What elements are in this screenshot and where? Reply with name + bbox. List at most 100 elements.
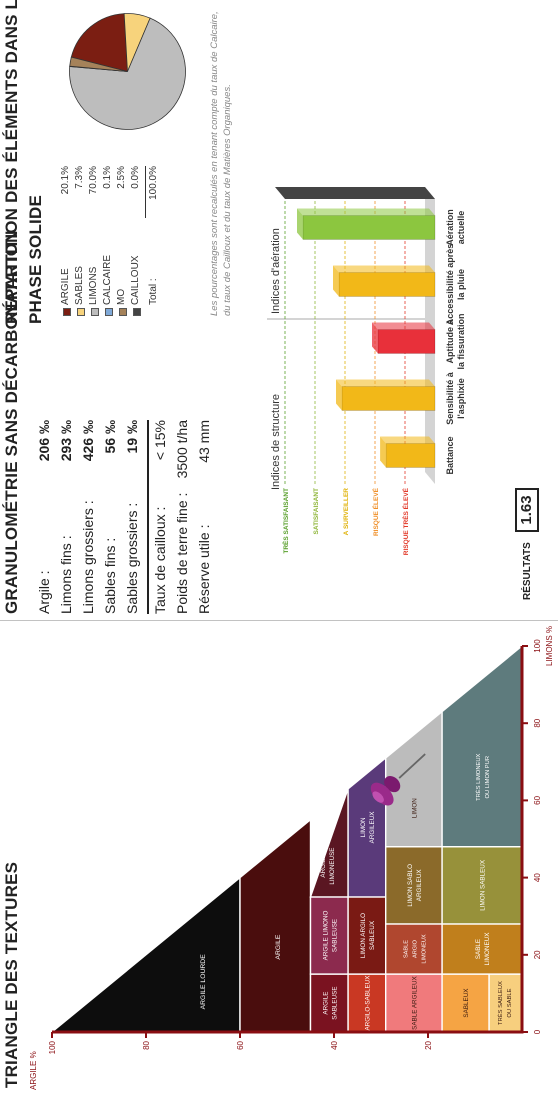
indices-aeration-label: Indices d'aération	[270, 228, 282, 314]
texture-region-tres-limoneux	[441, 644, 523, 848]
indices-bar	[338, 272, 436, 297]
legend-pct: 70.0%	[88, 166, 99, 195]
y-tick-label: 60	[236, 1040, 245, 1049]
texture-label-limon-argileux: LIMON ARGILEUX	[360, 811, 376, 844]
indices-category-label: Accessibilité aprèsla pluie	[445, 244, 466, 326]
granulometry-table: Argile : 206 ‰ Limons fins : 293 ‰ Limon…	[30, 420, 220, 614]
texture-region-argile	[239, 818, 312, 1033]
legend-item-cailloux: CAILLOUX 0.0%	[130, 166, 144, 316]
legend-name: CAILLOUX	[130, 255, 141, 305]
texture-label-tres-sableux: TRÈS SABLEUX OU SABLE	[497, 981, 513, 1025]
indices-bar-top	[297, 208, 303, 240]
legend-total-rule	[145, 166, 146, 218]
x-axis-label: LIMONS %	[545, 626, 554, 666]
chart-wall	[275, 187, 435, 199]
indices-bar	[377, 329, 436, 354]
column-divider	[0, 620, 558, 621]
indices-bar-top	[333, 265, 339, 297]
legend-name: LIMONS	[88, 266, 99, 305]
indices-category-label: Sensibilité àl'asphixie	[445, 371, 466, 425]
gran-label: Limons grossiers :	[80, 500, 96, 614]
legend-swatch	[119, 308, 127, 316]
legend-pct: 2.5%	[116, 166, 127, 189]
gran-label: Argile :	[36, 570, 52, 614]
legend-swatch	[63, 308, 71, 316]
gran-separator	[147, 420, 149, 614]
y-tick-label: 40	[330, 1040, 339, 1049]
gran-value: 426 ‰	[80, 420, 96, 462]
texture-region-argile-lourde	[50, 876, 241, 1033]
legend-item-limons: LIMONS 70.0%	[88, 166, 102, 316]
x-tick-label: 100	[533, 639, 542, 653]
indices-structure-label: Indices de structure	[270, 394, 282, 490]
gran-value: 56 ‰	[102, 420, 118, 454]
gran-value: 3500 t/ha	[174, 420, 190, 479]
pie-slice-argile	[70, 13, 128, 73]
texture-region-tres-sableux	[488, 973, 523, 1033]
indices-bar-side	[297, 208, 435, 216]
repartition-title-line2: PHASE SOLIDE	[26, 195, 45, 324]
legend-pct: 0.0%	[130, 166, 141, 189]
legend-pct: 0.1%	[102, 166, 113, 189]
pie-slice-limons	[69, 17, 186, 130]
gran-label: Réserve utile :	[196, 524, 212, 614]
repartition-note: Les pourcentages sont recalculés en tena…	[209, 11, 233, 316]
x-tick-label: 80	[533, 718, 542, 727]
repartition-title-line1: RÉPARTITION DES ÉLÉMENTS DANS LA	[2, 0, 21, 324]
sample-pin-icon	[370, 753, 426, 806]
texture-label-argilo-sableux: ARGILO-SABLEUX	[364, 975, 371, 1031]
total-value: 100.0%	[148, 166, 159, 200]
gran-label: Taux de cailloux :	[152, 506, 168, 614]
y-tick-label: 20	[424, 1040, 433, 1049]
indices-bar-side	[336, 379, 435, 387]
repartition-legend: ARGILE 20.1% SABLES 7.3% LIMONS 70.0% CA…	[58, 166, 168, 316]
rating-label: TRÈS SATISFAISANT	[281, 488, 290, 554]
legend-swatch	[91, 308, 99, 316]
legend-swatch	[105, 308, 113, 316]
total-label: Total :	[148, 278, 159, 305]
legend-item-sables: SABLES 7.3%	[74, 166, 88, 316]
legend-total: Total : 100.0%	[148, 166, 162, 316]
indices-bar-side	[380, 436, 435, 444]
pie-slice-mo	[69, 56, 128, 72]
legend-item-argile: ARGILE 20.1%	[60, 166, 74, 316]
y-tick-label: 100	[48, 1040, 57, 1054]
rating-label: RISQUE TRÈS ÉLEVÉ	[401, 487, 410, 555]
indices-chart: Indices de structure Indices d'aération TR…	[260, 184, 550, 604]
texture-label-argile-lourde: ARGILE LOURDE	[200, 954, 207, 1010]
gran-label: Limons fins :	[58, 535, 74, 614]
gran-label: Poids de terre fine :	[174, 492, 190, 614]
texture-label-sable-limoneux: SABLE LIMONEUX	[475, 932, 491, 966]
texture-label-sableux: SABLEUX	[463, 988, 470, 1018]
legend-name: ARGILE	[60, 268, 71, 305]
legend-name: CALCAIRE	[102, 254, 113, 305]
indices-bar	[341, 386, 436, 411]
texture-label-limon-sableux: LIMON SABLEUX	[480, 859, 487, 911]
rating-label: RISQUE ÉLEVÉ	[371, 487, 380, 536]
legend-name: SABLES	[74, 266, 85, 305]
x-tick-label: 40	[533, 873, 542, 882]
texture-label-limon-sablo-argileux: LIMON SABLO ARGILEUX	[407, 864, 423, 907]
rating-label: SATISFAISANT	[313, 488, 320, 534]
texture-label-argile: ARGILE	[275, 934, 282, 959]
legend-swatch	[133, 308, 141, 316]
triangle-title: TRIANGLE DES TEXTURES	[2, 861, 21, 1088]
texture-label-limon-argilo-sableux: LIMON ARGILO SABLEUX	[360, 913, 376, 958]
x-tick-label: 0	[533, 1029, 542, 1034]
y-tick-label: 80	[142, 1040, 151, 1049]
indices-bar-top	[336, 379, 342, 411]
gran-value: 206 ‰	[36, 420, 52, 462]
gran-value: 19 ‰	[124, 420, 140, 454]
gran-value: 43 mm	[196, 420, 212, 463]
y-axis-label: ARGILE %	[29, 1051, 38, 1090]
rating-label: A SURVEILLER	[343, 488, 350, 536]
indices-bar-top	[372, 322, 378, 354]
gran-value: < 15%	[152, 420, 168, 461]
indices-bar-side	[333, 265, 435, 273]
indices-bar	[302, 215, 436, 240]
texture-label-argile-limono-sableuse: ARGILE LIMONO SABLEUSE	[322, 911, 338, 961]
indices-bar-top	[380, 436, 387, 468]
gran-label: Sables fins :	[102, 537, 118, 614]
legend-swatch	[77, 308, 85, 316]
